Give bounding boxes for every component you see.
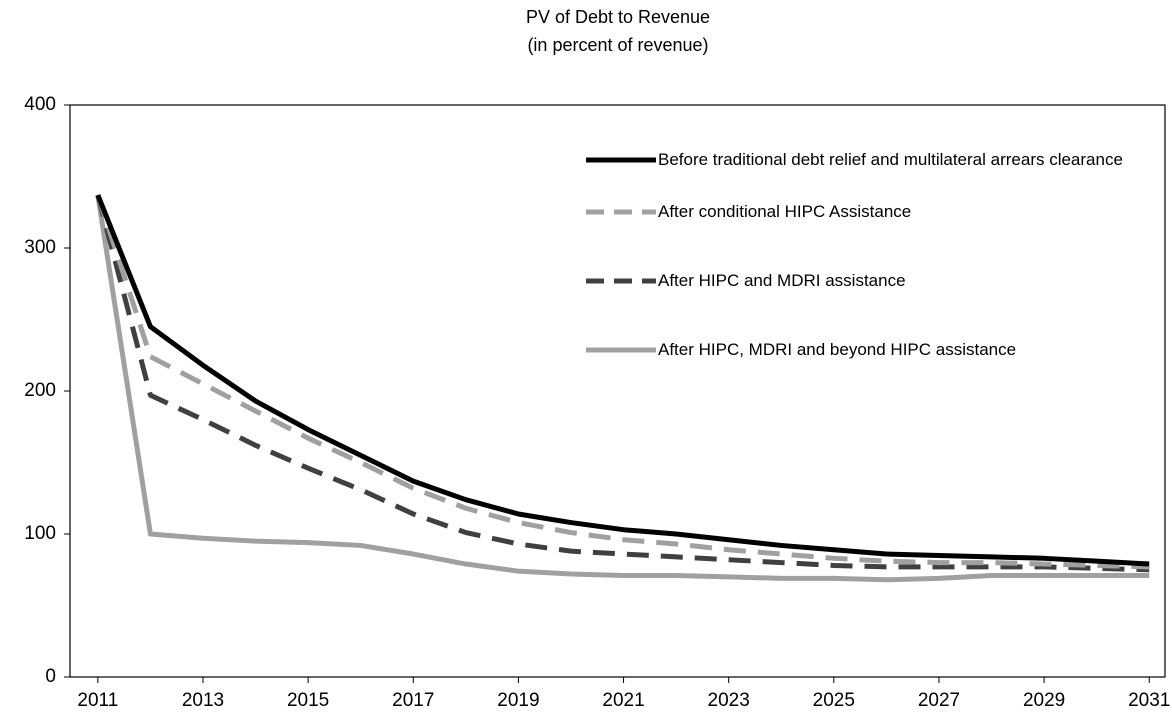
- chart-subtitle: (in percent of revenue): [527, 35, 708, 55]
- series-line: [95, 194, 1150, 583]
- x-tick-label: 2023: [708, 690, 750, 711]
- series-line: [95, 194, 1150, 570]
- legend-swatch: [586, 278, 656, 284]
- legend-swatch: [586, 347, 656, 353]
- series-line: [95, 194, 1150, 567]
- x-tick-label: 2013: [182, 690, 224, 711]
- x-tick-label: 2017: [392, 690, 434, 711]
- legend-item: After HIPC, MDRI and beyond HIPC assista…: [584, 338, 1154, 362]
- x-tick-label: 2031: [1128, 690, 1170, 711]
- legend-swatch: [586, 157, 656, 163]
- legend-label: After HIPC, MDRI and beyond HIPC assista…: [658, 340, 1017, 359]
- y-tick-label: 300: [24, 237, 56, 258]
- legend-label: Before traditional debt relief and multi…: [658, 150, 1123, 169]
- y-tick-label: 400: [24, 94, 56, 115]
- legend-swatch: [586, 209, 656, 215]
- legend-item: Before traditional debt relief and multi…: [584, 148, 1154, 172]
- x-tick-label: 2025: [813, 690, 855, 711]
- x-tick-label: 2021: [602, 690, 644, 711]
- series-line: [95, 194, 1150, 573]
- plot-frame: [69, 104, 1166, 678]
- x-tick-label: 2015: [287, 690, 329, 711]
- x-tick-label: 2011: [77, 690, 118, 711]
- x-tick-label: 2029: [1023, 690, 1065, 711]
- legend-label: After HIPC and MDRI assistance: [658, 271, 906, 290]
- y-tick-label: 0: [45, 666, 56, 687]
- legend-label: After conditional HIPC Assistance: [658, 202, 912, 221]
- y-tick-label: 200: [24, 380, 56, 401]
- x-tick-label: 2027: [918, 690, 960, 711]
- legend-item: After HIPC and MDRI assistance: [584, 269, 1154, 293]
- y-tick-label: 100: [24, 523, 56, 544]
- chart-title: PV of Debt to Revenue: [526, 7, 710, 27]
- x-tick-label: 2019: [497, 690, 539, 711]
- legend-item: After conditional HIPC Assistance: [584, 200, 1154, 224]
